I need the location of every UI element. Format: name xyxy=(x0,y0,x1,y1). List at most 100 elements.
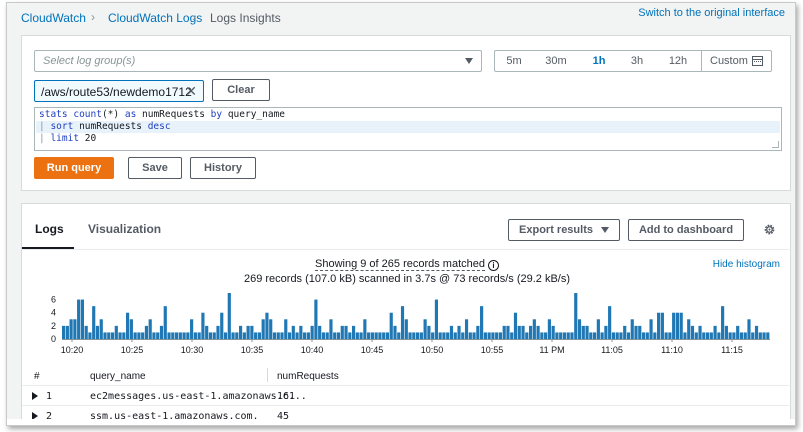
breadcrumb-cloudwatch-logs[interactable]: CloudWatch Logs xyxy=(108,11,203,25)
table-row[interactable]: 1 ec2messages.us-east-1.amazonaws.c... 1… xyxy=(22,386,792,406)
row-num-requests: 161 xyxy=(277,391,296,402)
histogram-bar xyxy=(487,332,491,339)
histogram-bar xyxy=(638,325,642,339)
histogram-bar xyxy=(547,319,551,339)
tab-visualization[interactable]: Visualization xyxy=(88,222,162,236)
histogram-bar xyxy=(370,332,374,339)
histogram-bar xyxy=(310,325,314,339)
histogram-bar xyxy=(675,312,680,339)
histogram-chart: 0 2 4 6 10:20 10:25 10:30 10:35 10:40 10:45 10:50 1… xyxy=(51,293,770,355)
export-results-button[interactable]: Export results xyxy=(508,219,620,241)
records-summary: Showing 9 of 265 records matched i xyxy=(22,258,792,271)
resize-handle-icon[interactable] xyxy=(772,141,779,148)
hide-histogram-link[interactable]: Hide histogram xyxy=(712,259,780,270)
histogram-bar xyxy=(103,332,107,339)
histogram-bar xyxy=(355,332,359,339)
histogram-bar xyxy=(434,299,438,339)
histogram-bar xyxy=(687,319,691,339)
histogram-bar xyxy=(122,332,126,339)
histogram-bar xyxy=(619,332,623,339)
histogram-bar xyxy=(348,332,352,339)
export-results-label: Export results xyxy=(519,224,593,236)
histogram-bar xyxy=(611,332,615,339)
row-num-requests: 45 xyxy=(277,411,290,422)
histogram-bar xyxy=(724,325,728,339)
run-query-button[interactable]: Run query xyxy=(34,157,114,179)
gear-icon[interactable] xyxy=(763,223,776,236)
histogram-bar xyxy=(385,332,390,339)
histogram-bar xyxy=(419,332,423,339)
selected-log-group-label: /aws/route53/newdemo1712 xyxy=(41,85,192,99)
histogram-bar xyxy=(404,319,408,339)
histogram-bar xyxy=(144,325,149,339)
histogram-bar xyxy=(517,325,521,339)
column-header-num-requests[interactable]: numRequests xyxy=(277,371,339,382)
histogram-bar xyxy=(593,332,597,339)
histogram-bar xyxy=(110,332,115,339)
histogram-bar xyxy=(717,332,721,339)
histogram-bar xyxy=(491,332,495,339)
histogram-bar xyxy=(95,325,100,339)
tab-logs[interactable]: Logs xyxy=(35,222,64,236)
histogram-bar xyxy=(141,332,145,339)
histogram-bar xyxy=(483,332,487,339)
expand-triangle-icon[interactable] xyxy=(32,412,38,420)
histogram-bar xyxy=(683,332,687,339)
add-to-dashboard-button[interactable]: Add to dashboard xyxy=(628,219,744,241)
histogram-bar xyxy=(702,332,706,339)
time-range-1h[interactable]: 1h xyxy=(592,55,606,67)
expand-triangle-icon[interactable] xyxy=(32,392,38,400)
histogram-bar xyxy=(461,332,465,339)
row-query-name: ec2messages.us-east-1.amazonaws.c... xyxy=(90,391,307,402)
histogram-bar xyxy=(148,319,152,339)
histogram-bar xyxy=(766,332,770,339)
active-line-highlight xyxy=(36,121,780,133)
save-button[interactable]: Save xyxy=(128,157,182,179)
x-tick-label: 10:55 xyxy=(481,345,504,355)
history-button[interactable]: History xyxy=(190,157,256,179)
column-header-query-name[interactable]: query_name xyxy=(90,371,146,382)
histogram-bar xyxy=(231,332,235,339)
histogram-bar xyxy=(227,293,231,339)
histogram-bar xyxy=(427,325,431,339)
time-range-custom[interactable]: Custom xyxy=(701,51,771,71)
table-row[interactable]: 2 ssm.us-east-1.amazonaws.com. 45 xyxy=(22,406,792,425)
histogram-bar xyxy=(318,325,322,339)
histogram-bar xyxy=(220,312,224,339)
time-range-12h[interactable]: 12h xyxy=(668,55,688,67)
histogram-bar xyxy=(528,325,533,339)
info-icon[interactable]: i xyxy=(488,260,499,271)
histogram-bar xyxy=(152,332,156,339)
time-range-30m[interactable]: 30m xyxy=(545,55,567,67)
caret-down-icon xyxy=(465,58,473,64)
histogram-bar xyxy=(736,325,740,339)
breadcrumb-cloudwatch[interactable]: CloudWatch xyxy=(21,11,86,25)
histogram-bar xyxy=(261,319,265,339)
histogram-bar xyxy=(438,332,442,339)
histogram-bar xyxy=(423,319,427,339)
histogram-bar xyxy=(506,325,510,339)
histogram-bar xyxy=(668,332,672,339)
close-icon[interactable]: ✕ xyxy=(185,83,197,99)
log-group-select[interactable]: Select log group(s) xyxy=(34,50,482,72)
column-divider[interactable] xyxy=(267,368,268,382)
histogram-bar xyxy=(208,332,213,339)
histogram-bar xyxy=(325,332,329,339)
histogram-bar xyxy=(751,332,755,339)
histogram-bar xyxy=(239,325,243,339)
selected-log-group-token: /aws/route53/newdemo1712 ✕ xyxy=(34,80,204,102)
clear-button[interactable]: Clear xyxy=(212,79,270,101)
x-tick-label: 10:50 xyxy=(421,345,444,355)
histogram-bar xyxy=(186,332,190,339)
histogram-bar xyxy=(532,319,536,339)
time-range-5m[interactable]: 5m xyxy=(506,55,522,67)
histogram-bar xyxy=(690,325,695,339)
query-editor[interactable]: stats count(*) as numRequests by query_n… xyxy=(34,107,782,151)
time-range-3h[interactable]: 3h xyxy=(630,55,644,67)
histogram-bar xyxy=(453,332,457,339)
histogram-bar xyxy=(167,332,171,339)
histogram-bar xyxy=(664,332,668,339)
histogram-bar xyxy=(163,306,167,339)
switch-interface-link[interactable]: Switch to the original interface xyxy=(638,7,785,19)
histogram-bar xyxy=(480,306,484,339)
